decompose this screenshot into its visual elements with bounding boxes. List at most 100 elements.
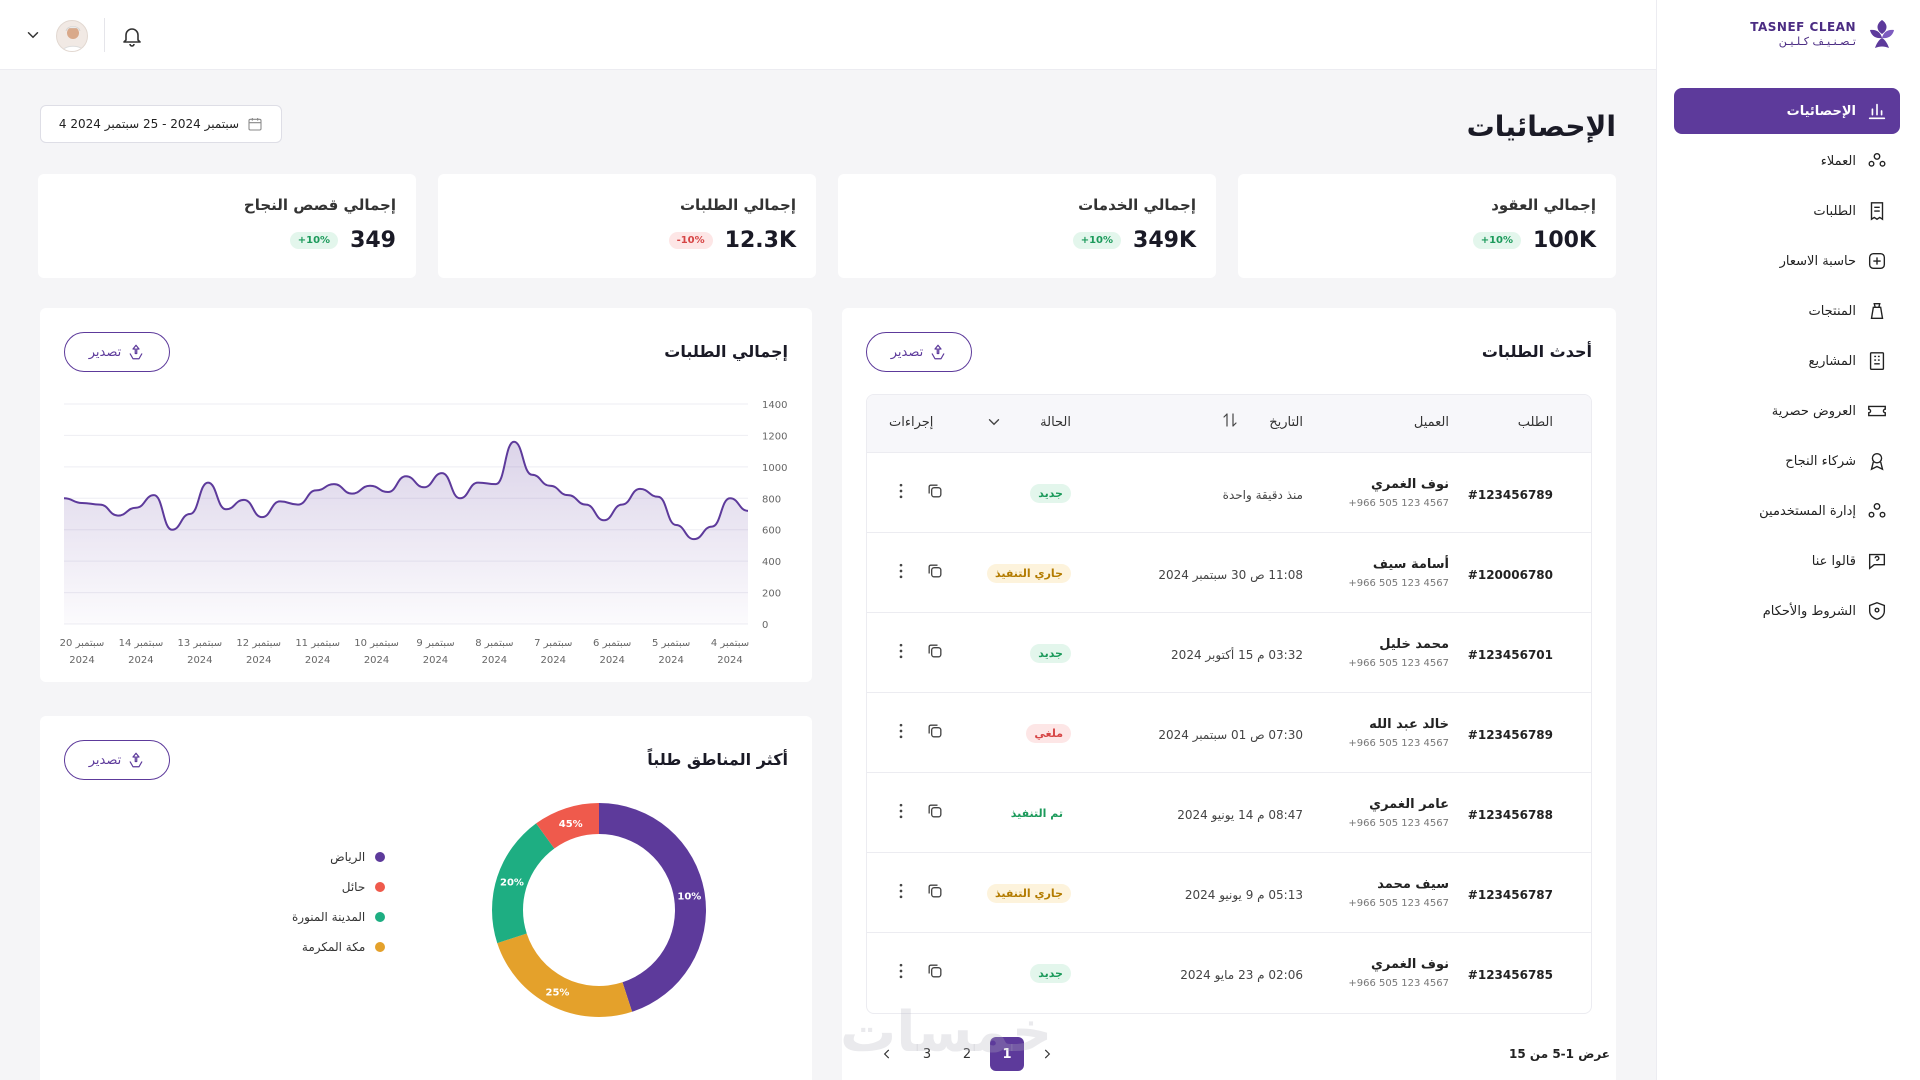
x-tick-label: 5 سبتمبر bbox=[652, 638, 690, 649]
next-page-button[interactable] bbox=[1030, 1037, 1064, 1071]
copy-icon[interactable] bbox=[925, 561, 945, 581]
order-id[interactable]: #123456789 bbox=[1467, 488, 1553, 502]
more-vertical-icon[interactable] bbox=[891, 801, 911, 821]
table-row[interactable]: #120006780 أسامة سيف +966 505 123 4567 1… bbox=[867, 533, 1591, 613]
more-vertical-icon[interactable] bbox=[891, 961, 911, 981]
users-manage-icon bbox=[1868, 502, 1886, 518]
kpi-label: إجمالي الخدمات bbox=[1078, 196, 1196, 214]
sidebar-item-spray-bottle[interactable]: المنتجات bbox=[1674, 288, 1900, 334]
bell-icon[interactable] bbox=[120, 24, 144, 48]
copy-icon[interactable] bbox=[925, 961, 945, 981]
legend-label: الرياض bbox=[330, 850, 366, 864]
export-icon bbox=[129, 344, 143, 360]
copy-icon[interactable] bbox=[925, 801, 945, 821]
kpi-label: إجمالي الطلبات bbox=[679, 196, 796, 214]
legend-label: مكة المكرمة bbox=[301, 940, 366, 954]
calculator-icon bbox=[1868, 252, 1886, 270]
kpi-value: 100K bbox=[1533, 228, 1596, 253]
date-range-picker[interactable]: 4 سبتمبر 2024 - 25 سبتمبر 2024 bbox=[40, 105, 282, 143]
table-header: الطلب العميل التاريخ الحالة إجراءات bbox=[867, 395, 1591, 453]
donut-slice[interactable] bbox=[536, 803, 599, 849]
donut-slice[interactable] bbox=[497, 933, 633, 1017]
copy-icon[interactable] bbox=[925, 881, 945, 901]
order-id[interactable]: #120006780 bbox=[1467, 568, 1553, 582]
slice-label: 10% bbox=[677, 892, 701, 903]
more-vertical-icon[interactable] bbox=[891, 721, 911, 741]
table-row[interactable]: #123456789 خالد عبد الله +966 505 123 45… bbox=[867, 693, 1591, 773]
pagination-info: عرض 1-5 من 15 bbox=[1509, 1047, 1610, 1061]
col-date[interactable]: التاريخ bbox=[1269, 415, 1303, 430]
sidebar-item-bar-chart[interactable]: الإحصائيات bbox=[1674, 88, 1900, 134]
col-order[interactable]: الطلب bbox=[1517, 415, 1553, 430]
x-tick-label: 2024 bbox=[69, 655, 94, 666]
avatar[interactable] bbox=[56, 20, 88, 52]
y-tick-label: 1200 bbox=[762, 431, 787, 442]
sidebar-item-receipt[interactable]: الطلبات bbox=[1674, 188, 1900, 234]
table-row[interactable]: #123456788 عامر الغمري +966 505 123 4567… bbox=[867, 773, 1591, 853]
table-row[interactable]: #123456701 محمد خليل +966 505 123 4567 0… bbox=[867, 613, 1591, 693]
client-name: محمد خليل bbox=[1379, 637, 1449, 652]
table-row[interactable]: #123456785 نوف الغمري +966 505 123 4567 … bbox=[867, 933, 1591, 1013]
sidebar-item-award[interactable]: شركاء النجاح bbox=[1674, 438, 1900, 484]
export-button[interactable]: تصدير bbox=[64, 332, 170, 372]
page-3[interactable]: 3 bbox=[922, 1046, 932, 1062]
kpi-card: إجمالي العقود 100K +10% bbox=[1238, 174, 1616, 278]
page-1[interactable]: 1 bbox=[990, 1037, 1024, 1071]
table-row[interactable]: #123456789 نوف الغمري +966 505 123 4567 … bbox=[867, 453, 1591, 533]
sidebar-item-calculator[interactable]: حاسبة الاسعار bbox=[1674, 238, 1900, 284]
order-id[interactable]: #123456788 bbox=[1467, 808, 1553, 822]
x-tick-label: 7 سبتمبر bbox=[534, 638, 572, 649]
client-cell: أسامة سيف +966 505 123 4567 bbox=[1348, 557, 1449, 589]
more-vertical-icon[interactable] bbox=[891, 881, 911, 901]
sidebar-item-building[interactable]: المشاريع bbox=[1674, 338, 1900, 384]
export-icon bbox=[931, 344, 945, 360]
status-badge: ملغي bbox=[1026, 724, 1071, 743]
copy-icon[interactable] bbox=[925, 481, 945, 501]
orders-line-chart: 0 200 400 600 800 1000 1200 1400 4 سبتمبر 2024 5 س… bbox=[60, 400, 788, 666]
sidebar-item-chat-question[interactable]: قالوا عنا bbox=[1674, 538, 1900, 584]
chevron-down-icon[interactable] bbox=[985, 413, 1003, 431]
kpi-change-badge: +10% bbox=[1472, 232, 1522, 249]
series-line bbox=[63, 440, 749, 541]
status-badge: جديد bbox=[1030, 964, 1071, 983]
prev-page-button[interactable] bbox=[870, 1037, 904, 1071]
client-cell: محمد خليل +966 505 123 4567 bbox=[1348, 637, 1449, 669]
more-vertical-icon[interactable] bbox=[891, 561, 911, 581]
order-id[interactable]: #123456789 bbox=[1467, 728, 1553, 742]
copy-icon[interactable] bbox=[925, 641, 945, 661]
sidebar-item-ticket[interactable]: العروض حصرية bbox=[1674, 388, 1900, 434]
client-name: عامر الغمري bbox=[1369, 797, 1449, 812]
slice-label: 20% bbox=[500, 878, 524, 889]
status-badge: تم التنفيذ bbox=[1010, 807, 1063, 820]
table-row[interactable]: #123456787 سيف محمد +966 505 123 4567 05… bbox=[867, 853, 1591, 933]
client-phone: +966 505 123 4567 bbox=[1348, 978, 1449, 989]
chevron-down-icon[interactable] bbox=[24, 26, 42, 44]
more-vertical-icon[interactable] bbox=[891, 641, 911, 661]
watermark: خمسات bbox=[840, 1000, 1053, 1065]
x-tick-label: 2024 bbox=[128, 655, 153, 666]
donut-slice[interactable] bbox=[492, 823, 555, 944]
more-vertical-icon[interactable] bbox=[891, 481, 911, 501]
export-button[interactable]: تصدير bbox=[64, 740, 170, 780]
donut-slice[interactable] bbox=[599, 803, 706, 1012]
row-actions bbox=[891, 481, 945, 501]
col-client[interactable]: العميل bbox=[1413, 415, 1449, 430]
x-tick-label: 8 سبتمبر bbox=[475, 638, 513, 649]
kpi-value: 12.3K bbox=[724, 228, 796, 253]
order-id[interactable]: #123456785 bbox=[1467, 968, 1553, 982]
order-id[interactable]: #123456787 bbox=[1467, 888, 1553, 902]
page-2[interactable]: 2 bbox=[962, 1046, 972, 1062]
brand-logo[interactable]: TASNEF CLEAN تـصـنـيـف كـلـيـن bbox=[1750, 14, 1902, 54]
order-id[interactable]: #123456701 bbox=[1467, 648, 1553, 662]
export-button[interactable]: تصدير bbox=[866, 332, 972, 372]
divider bbox=[104, 18, 105, 52]
col-status[interactable]: الحالة bbox=[1040, 415, 1071, 430]
x-tick-label: 13 سبتمبر bbox=[177, 638, 222, 649]
y-tick-label: 0 bbox=[762, 620, 768, 631]
sidebar-item-users-manage[interactable]: إدارة المستخدمين bbox=[1674, 488, 1900, 534]
copy-icon[interactable] bbox=[925, 721, 945, 741]
y-tick-label: 200 bbox=[762, 589, 781, 600]
sidebar-item-users[interactable]: العملاء bbox=[1674, 138, 1900, 184]
sort-icon[interactable] bbox=[1221, 411, 1239, 429]
sidebar-item-shield[interactable]: الشروط والأحكام bbox=[1674, 588, 1900, 634]
